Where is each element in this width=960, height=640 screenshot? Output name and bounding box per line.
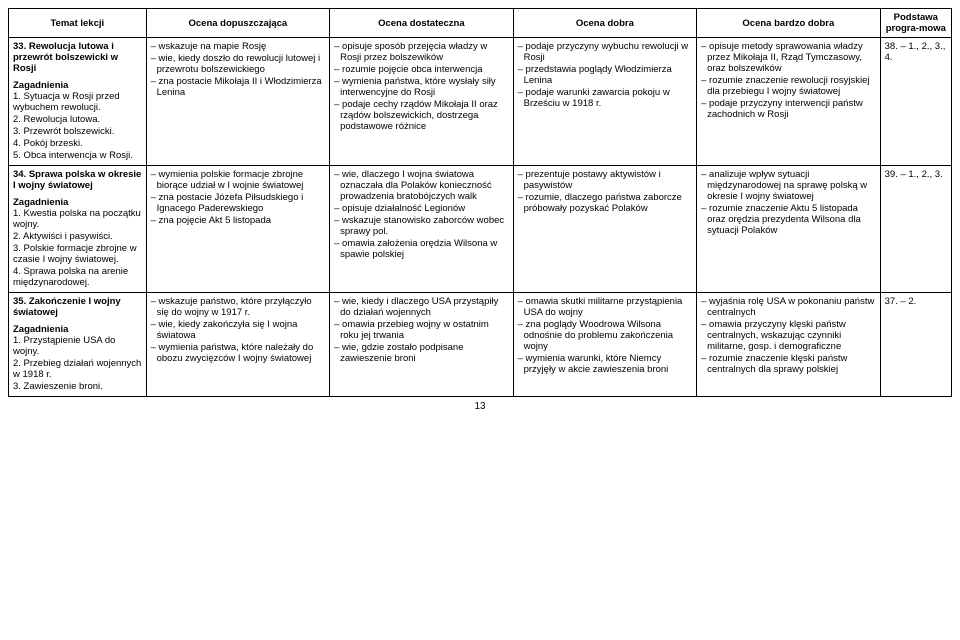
header-oc2: Ocena dostateczna (330, 9, 514, 38)
criterion-item: – wskazuje stanowisko zaborców wobec spr… (334, 215, 509, 237)
criterion-item: – omawia założenia orędzia Wilsona w spa… (334, 238, 509, 260)
criterion-item: – omawia przyczyny klęski państw central… (701, 319, 876, 352)
criterion-item: – prezentuje postawy aktywistów i pasywi… (518, 169, 693, 191)
criterion-item: – rozumie znaczenie klęski państw centra… (701, 353, 876, 375)
criterion-item: – wie, kiedy zakończyła się I wojna świa… (151, 319, 326, 341)
criterion-item: – wyjaśnia rolę USA w pokonaniu państw c… (701, 296, 876, 318)
page-number: 13 (8, 401, 952, 412)
table-body: 33. Rewolucja lutowa i przewrót bolszewi… (9, 38, 952, 397)
header-oc3: Ocena dobra (513, 9, 697, 38)
topic-title: 34. Sprawa polska w okresie I wojny świa… (13, 169, 142, 191)
cell-oc2: – wie, kiedy i dlaczego USA przystąpiły … (330, 293, 514, 397)
criterion-item: – rozumie znaczenie Aktu 5 listopada ora… (701, 203, 876, 236)
zagadnienie-item: 2. Rewolucja lutowa. (13, 114, 142, 125)
criterion-item: – omawia przebieg wojny w ostatnim roku … (334, 319, 509, 341)
header-temat: Temat lekcji (9, 9, 147, 38)
zagadnienia-head: Zagadnienia (13, 80, 142, 91)
criterion-item: – wymienia warunki, które Niemcy przyjęł… (518, 353, 693, 375)
criterion-item: – wie, kiedy doszło do rewolucji lutowej… (151, 53, 326, 75)
topic-title: 35. Zakończenie I wojny światowej (13, 296, 142, 318)
criterion-item: – zna postacie Mikołaja II i Włodzimierz… (151, 76, 326, 98)
zagadnienie-item: 1. Kwestia polska na początku wojny. (13, 208, 142, 230)
cell-podstawa: 37. – 2. (880, 293, 951, 397)
criterion-item: – wie, dlaczego I wojna światowa oznacza… (334, 169, 509, 202)
criterion-item: – podaje przyczyny interwencji państw za… (701, 98, 876, 120)
criterion-item: – opisuje sposób przejęcia władzy w Rosj… (334, 41, 509, 63)
cell-oc1: – wskazuje państwo, które przyłączyło si… (146, 293, 330, 397)
table-header-row: Temat lekcji Ocena dopuszczająca Ocena d… (9, 9, 952, 38)
criterion-item: – wie, kiedy i dlaczego USA przystąpiły … (334, 296, 509, 318)
criterion-item: – wskazuje państwo, które przyłączyło si… (151, 296, 326, 318)
zagadnienie-item: 3. Polskie formacje zbrojne w czasie I w… (13, 243, 142, 265)
criterion-item: – wskazuje na mapie Rosję (151, 41, 326, 52)
cell-oc4: – opisuje metody sprawowania władzy prze… (697, 38, 881, 166)
criterion-item: – rozumie znaczenie rewolucji rosyjskiej… (701, 75, 876, 97)
criterion-item: – podaje cechy rządów Mikołaja II oraz r… (334, 99, 509, 132)
criterion-item: – wie, gdzie zostało podpisane zawieszen… (334, 342, 509, 364)
cell-temat: 33. Rewolucja lutowa i przewrót bolszewi… (9, 38, 147, 166)
cell-podstawa: 39. – 1., 2., 3. (880, 166, 951, 293)
cell-oc1: – wymienia polskie formacje zbrojne bior… (146, 166, 330, 293)
topic-title: 33. Rewolucja lutowa i przewrót bolszewi… (13, 41, 142, 74)
table-row: 35. Zakończenie I wojny światowej Zagadni… (9, 293, 952, 397)
cell-oc4: – analizuje wpływ sytuacji międzynarodow… (697, 166, 881, 293)
criterion-item: – wymienia państwa, które wysłały siły i… (334, 76, 509, 98)
criterion-item: – podaje warunki zawarcia pokoju w Brześ… (518, 87, 693, 109)
criterion-item: – zna poglądy Woodrowa Wilsona odnośnie … (518, 319, 693, 352)
zagadnienie-item: 4. Sprawa polska na arenie międzynarodow… (13, 266, 142, 288)
header-podstawa: Podstawa progra-mowa (880, 9, 951, 38)
zagadnienie-item: 3. Przewrót bolszewicki. (13, 126, 142, 137)
zagadnienie-item: 2. Aktywiści i pasywiści. (13, 231, 142, 242)
table-row: 34. Sprawa polska w okresie I wojny świa… (9, 166, 952, 293)
criterion-item: – opisuje metody sprawowania władzy prze… (701, 41, 876, 74)
criterion-item: – omawia skutki militarne przystąpienia … (518, 296, 693, 318)
criterion-item: – opisuje działalność Legionów (334, 203, 509, 214)
zagadnienia-head: Zagadnienia (13, 197, 142, 208)
curriculum-table: Temat lekcji Ocena dopuszczająca Ocena d… (8, 8, 952, 397)
criterion-item: – rozumie, dlaczego państwa zaborcze pró… (518, 192, 693, 214)
header-oc1: Ocena dopuszczająca (146, 9, 330, 38)
zagadnienie-item: 5. Obca interwencja w Rosji. (13, 150, 142, 161)
cell-oc3: – podaje przyczyny wybuchu rewolucji w R… (513, 38, 697, 166)
criterion-item: – rozumie pojęcie obca interwencja (334, 64, 509, 75)
zagadnienie-item: 4. Pokój brzeski. (13, 138, 142, 149)
zagadnienie-item: 3. Zawieszenie broni. (13, 381, 142, 392)
cell-temat: 34. Sprawa polska w okresie I wojny świa… (9, 166, 147, 293)
cell-oc3: – prezentuje postawy aktywistów i pasywi… (513, 166, 697, 293)
criterion-item: – przedstawia poglądy Włodzimierza Lenin… (518, 64, 693, 86)
cell-oc3: – omawia skutki militarne przystąpienia … (513, 293, 697, 397)
cell-oc4: – wyjaśnia rolę USA w pokonaniu państw c… (697, 293, 881, 397)
criterion-item: – wymienia państwa, które należały do ob… (151, 342, 326, 364)
zagadnienia-head: Zagadnienia (13, 324, 142, 335)
zagadnienie-item: 1. Sytuacja w Rosji przed wybuchem rewol… (13, 91, 142, 113)
cell-oc1: – wskazuje na mapie Rosję– wie, kiedy do… (146, 38, 330, 166)
criterion-item: – zna postacie Józefa Piłsudskiego i Ign… (151, 192, 326, 214)
zagadnienie-item: 2. Przebieg działań wojennych w 1918 r. (13, 358, 142, 380)
zagadnienie-item: 1. Przystąpienie USA do wojny. (13, 335, 142, 357)
table-row: 33. Rewolucja lutowa i przewrót bolszewi… (9, 38, 952, 166)
criterion-item: – podaje przyczyny wybuchu rewolucji w R… (518, 41, 693, 63)
cell-temat: 35. Zakończenie I wojny światowej Zagadni… (9, 293, 147, 397)
criterion-item: – zna pojęcie Akt 5 listopada (151, 215, 326, 226)
cell-podstawa: 38. – 1., 2., 3., 4. (880, 38, 951, 166)
cell-oc2: – wie, dlaczego I wojna światowa oznacza… (330, 166, 514, 293)
cell-oc2: – opisuje sposób przejęcia władzy w Rosj… (330, 38, 514, 166)
header-oc4: Ocena bardzo dobra (697, 9, 881, 38)
criterion-item: – wymienia polskie formacje zbrojne bior… (151, 169, 326, 191)
criterion-item: – analizuje wpływ sytuacji międzynarodow… (701, 169, 876, 202)
